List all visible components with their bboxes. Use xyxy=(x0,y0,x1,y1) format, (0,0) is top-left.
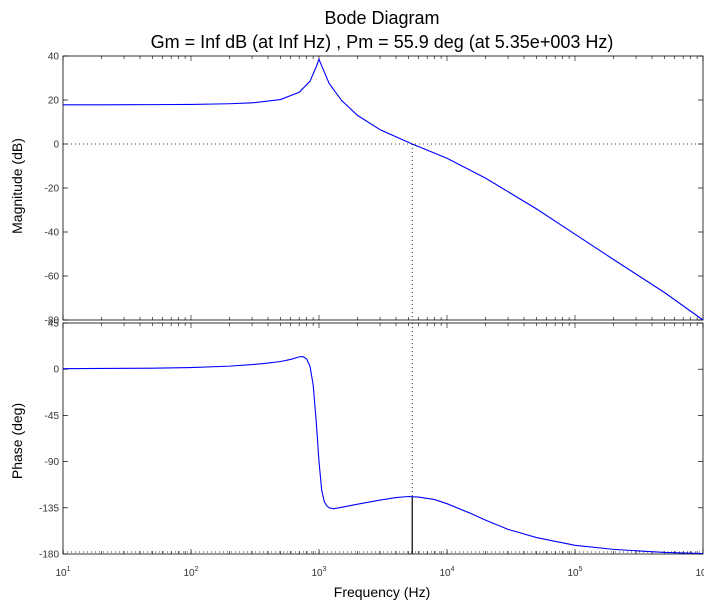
magnitude-axes-box xyxy=(62,55,704,321)
phase-axes-box xyxy=(62,322,704,555)
xtick-label-base: 10 xyxy=(567,568,579,579)
xtick-label: 104 xyxy=(439,566,454,579)
phase-ytick-label: -135 xyxy=(39,503,59,514)
chart-subtitle: Gm = Inf dB (at Inf Hz) , Pm = 55.9 deg … xyxy=(151,32,614,52)
x-axis-label: Frequency (Hz) xyxy=(334,584,430,600)
phase-plot: -180 -135 -90 -45 0 45 xyxy=(39,319,704,561)
phase-ytick-label: 0 xyxy=(53,365,59,376)
magnitude-ytick-label: -60 xyxy=(45,272,60,283)
magnitude-ytick-label: -80 xyxy=(45,316,60,327)
xtick-label-exponent: 4 xyxy=(451,566,455,573)
magnitude-ytick-label: -20 xyxy=(45,184,60,195)
xtick-label-base: 10 xyxy=(439,568,451,579)
xtick-label: 106 xyxy=(695,566,704,579)
phase-ytick-label: -90 xyxy=(45,457,60,468)
phase-ytick-label: -45 xyxy=(45,411,60,422)
magnitude-ytick-label: 40 xyxy=(48,52,60,63)
magnitude-ytick-label: 20 xyxy=(48,96,60,107)
chart-title: Bode Diagram xyxy=(324,8,439,28)
magnitude-curve xyxy=(63,57,704,321)
phase-ytick-label: 45 xyxy=(48,319,60,330)
xtick-label: 103 xyxy=(311,566,326,579)
phase-axis-label: Phase (deg) xyxy=(9,403,25,479)
xtick-label-exponent: 3 xyxy=(323,566,327,573)
xtick-label-base: 10 xyxy=(183,568,195,579)
xtick-label-exponent: 1 xyxy=(67,566,71,573)
xtick-label-base: 10 xyxy=(55,568,67,579)
phase-curve xyxy=(62,356,704,555)
magnitude-ytick-label: -40 xyxy=(45,228,60,239)
xtick-label: 101 xyxy=(55,566,70,579)
xtick-label-exponent: 5 xyxy=(579,566,583,573)
phase-ytick-label: -180 xyxy=(39,550,59,561)
xtick-label: 105 xyxy=(567,566,582,579)
magnitude-axis-label: Magnitude (dB) xyxy=(9,138,25,234)
xtick-label-exponent: 2 xyxy=(195,566,199,573)
magnitude-ytick-label: 0 xyxy=(53,140,59,151)
magnitude-plot: -80 -60 -40 -20 0 20 40 xyxy=(45,52,704,327)
xtick-label: 102 xyxy=(183,566,198,579)
xtick-label-base: 10 xyxy=(695,568,704,579)
xtick-label-base: 10 xyxy=(311,568,323,579)
